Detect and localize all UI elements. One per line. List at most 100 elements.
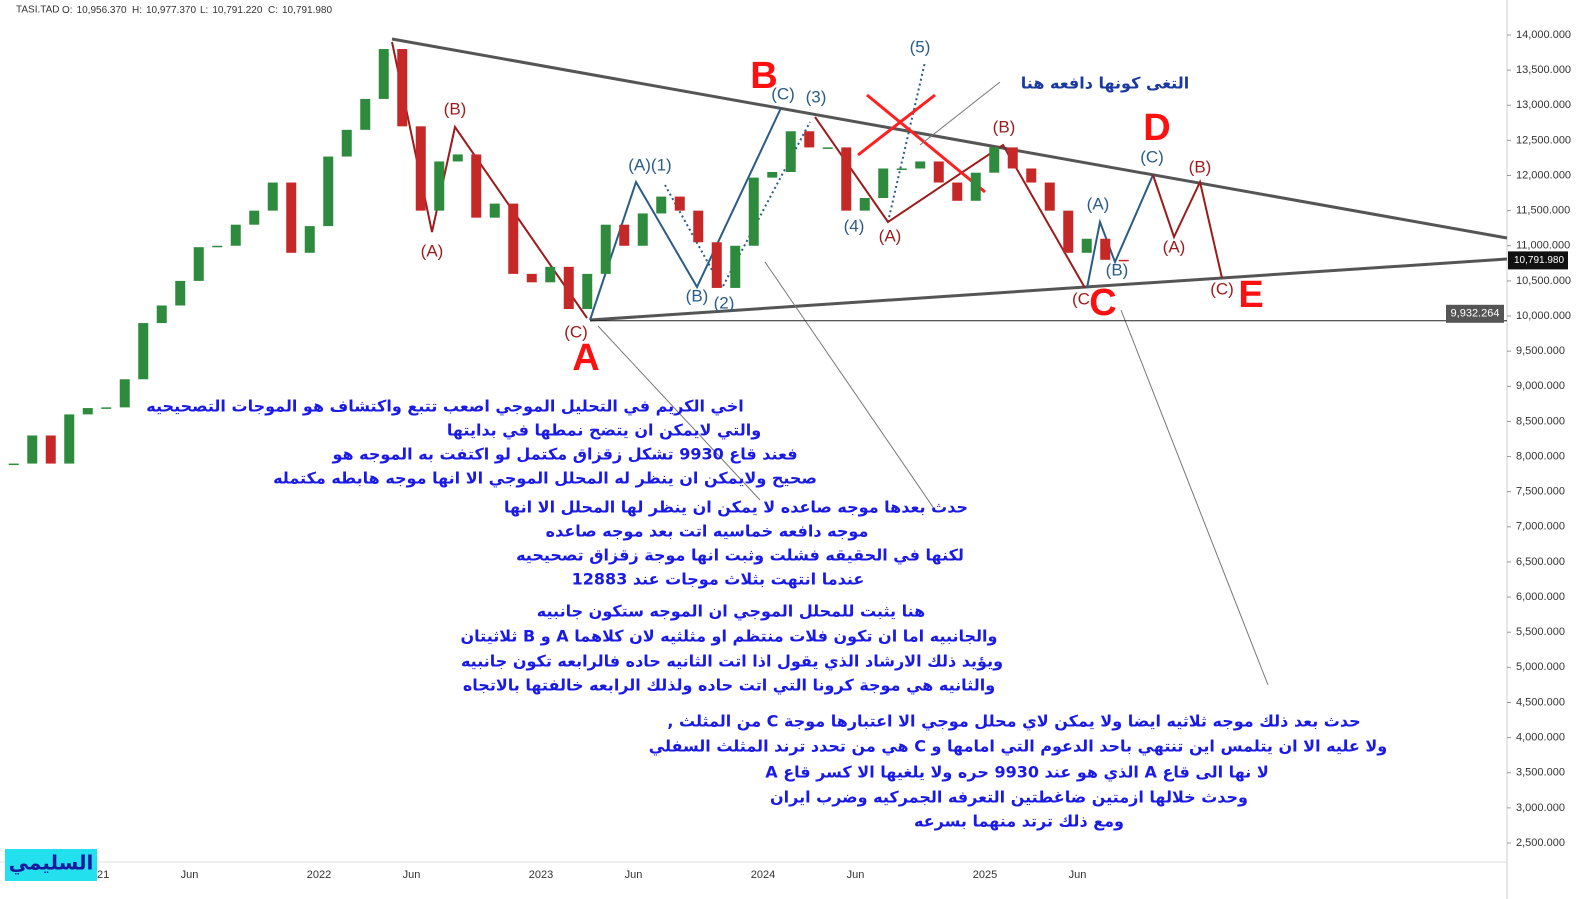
wave-line <box>1152 174 1223 279</box>
candle <box>1081 238 1092 253</box>
y-tick-label: 3,500.000 <box>1516 767 1565 779</box>
candle <box>730 245 741 288</box>
y-tick-label: 3,000.000 <box>1516 802 1565 814</box>
y-tick-label: 9,500.000 <box>1516 345 1565 357</box>
candle <box>711 242 722 288</box>
candle <box>378 49 389 99</box>
wave-letter: E <box>1238 274 1263 316</box>
candle <box>286 182 297 253</box>
candle <box>193 247 204 281</box>
annotation-line: والثانيه هي موجة كرونا التي اتت حاده ولذ… <box>463 676 995 696</box>
candle <box>452 154 463 162</box>
candle <box>989 147 1000 173</box>
candle <box>45 435 56 464</box>
annotation-line: حدث بعد ذلك موجه ثلاثيه ايضا ولا يمكن لا… <box>667 712 1360 732</box>
y-tick-label: 11,000.000 <box>1516 240 1570 252</box>
candle <box>101 407 112 409</box>
candle <box>27 435 38 464</box>
y-tick-label: 8,500.000 <box>1516 415 1565 427</box>
annotation-line: ومع ذلك ترتد منهما بسرعه <box>914 812 1124 831</box>
y-tick-label: 4,000.000 <box>1516 732 1565 744</box>
watermark-box <box>5 849 97 881</box>
candle <box>600 224 611 274</box>
y-tick-label: 8,000.000 <box>1516 450 1565 462</box>
candle <box>878 168 889 198</box>
candle <box>952 182 963 201</box>
wave-letter: C <box>1089 282 1116 324</box>
annotation-line: صحيح ولايمكن ان ينظر له المحلل الموجي ال… <box>273 469 817 489</box>
candle <box>1063 210 1074 253</box>
cross-mark <box>857 93 936 157</box>
ohlc-item: C: 10,791.980 <box>268 5 332 16</box>
x-tick-label: Jun <box>625 869 643 881</box>
wave-label: (B) <box>993 117 1016 136</box>
wave-label: (B) <box>444 99 467 118</box>
annotation-line: حدث بعدها موجه صاعده لا يمكن ان ينظر لها… <box>504 498 968 517</box>
wave-label: (3) <box>806 87 827 106</box>
last-price-badge <box>1508 251 1568 270</box>
ohlc-item: H: 10,977.370 <box>132 5 196 16</box>
candle <box>119 379 130 408</box>
wave-label: (A) <box>421 241 444 260</box>
wave-label: (2) <box>714 293 735 312</box>
y-tick-label: 13,500.000 <box>1516 64 1571 76</box>
y-tick-label: 10,000.000 <box>1516 310 1571 322</box>
ohlc-key: C: <box>268 5 278 16</box>
candle <box>267 182 278 211</box>
candle <box>674 196 685 211</box>
candle <box>249 210 260 225</box>
y-tick-label: 9,000.000 <box>1516 380 1565 392</box>
note: التغى كونها دافعه هنا <box>1021 74 1189 93</box>
wave-label: (A) <box>1087 194 1110 213</box>
candle <box>1026 168 1037 183</box>
candle <box>656 196 667 214</box>
candle <box>82 408 93 415</box>
level-badge <box>1446 304 1504 323</box>
candle <box>175 280 186 306</box>
x-tick-label: 2025 <box>973 869 997 881</box>
y-tick-label: 5,000.000 <box>1516 661 1565 673</box>
candle <box>619 224 630 246</box>
y-tick-label: 7,000.000 <box>1516 521 1565 533</box>
lower-trendline <box>589 257 1508 322</box>
level-label: 9,932.264 <box>1451 308 1500 320</box>
candle <box>508 203 519 274</box>
x-tick-label: Jun <box>181 869 199 881</box>
candle <box>415 126 426 211</box>
ohlc-value: 10,956.370 <box>77 5 127 16</box>
candle <box>360 98 371 130</box>
candle <box>915 161 926 169</box>
x-tick-label: Jun <box>1069 869 1087 881</box>
y-tick-label: 13,000.000 <box>1516 99 1571 111</box>
candle <box>304 226 315 253</box>
annotation-line: والجانبيه اما ان تكون فلات منتظم او مثلث… <box>461 627 998 646</box>
wave-label: (C <box>1072 289 1090 308</box>
annotation-line: موجه دافعه خماسيه اتت بعد موجه صاعده <box>546 522 869 541</box>
annotation-line: والتي لايمكن ان يتضح نمطها في بدايتها <box>447 421 761 441</box>
y-tick-label: 11,500.000 <box>1516 205 1570 217</box>
candle <box>230 224 241 246</box>
annotation-line: عندما انتهت بثلاث موجات عند 12883 <box>572 570 865 589</box>
ohlc-key: H: <box>132 5 142 16</box>
ohlc-value: 10,791.980 <box>282 5 332 16</box>
ohlc-key: L: <box>200 5 208 16</box>
ohlc-value: 10,977.370 <box>146 5 196 16</box>
candle <box>785 131 796 172</box>
candle <box>804 131 815 148</box>
arrow-line <box>597 325 761 501</box>
candle <box>64 414 75 464</box>
wave-label: (B) <box>686 286 709 305</box>
candle <box>526 273 537 283</box>
candle <box>767 171 778 178</box>
wave-label: (A) <box>879 226 902 245</box>
y-tick-label: 12,000.000 <box>1516 169 1571 181</box>
candle <box>859 197 870 211</box>
candle <box>156 305 167 324</box>
wave-label: (C) <box>1210 279 1234 298</box>
candle <box>471 154 482 218</box>
candle <box>896 168 907 170</box>
candle <box>8 463 19 466</box>
annotation-line: اخي الكريم في التحليل الموجي اصعب تتبع و… <box>146 397 743 417</box>
x-tick-label: Jun <box>403 869 421 881</box>
y-tick-label: 10,500.000 <box>1516 275 1571 287</box>
